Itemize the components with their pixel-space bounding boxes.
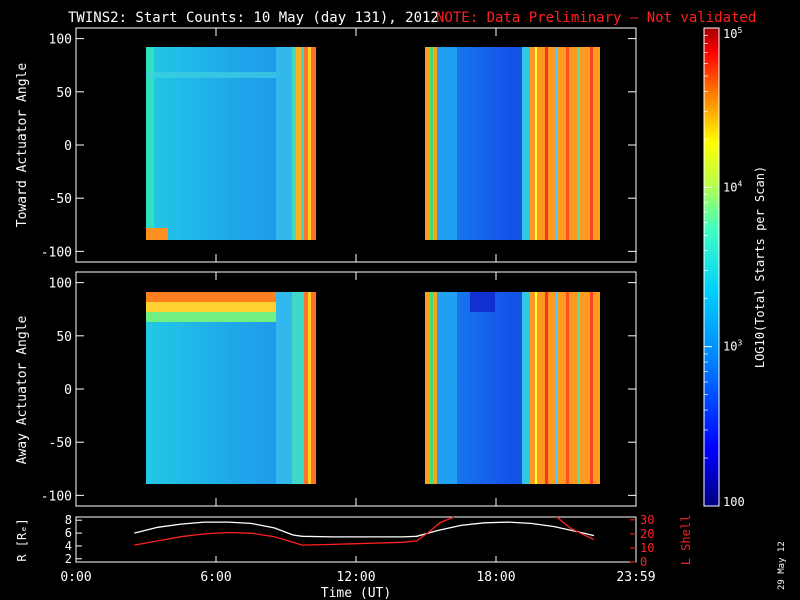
y-tick-label: 0 xyxy=(64,383,72,398)
l-shell-series-line xyxy=(556,516,595,541)
y-ticks: 100 50 0 -50 -100 xyxy=(41,33,636,260)
y-tick-label: 2 xyxy=(65,552,72,566)
x-tick-labels: 0:00 6:00 12:00 18:00 23:59 xyxy=(60,570,655,585)
x-tick-label: 12:00 xyxy=(336,570,375,585)
left-axis-label: R [Rₑ] xyxy=(15,518,29,561)
y-tick-label: 8 xyxy=(65,513,72,527)
x-ticks xyxy=(75,272,637,506)
colorbar-gradient xyxy=(703,27,720,507)
x-tick-label: 6:00 xyxy=(200,570,231,585)
y-tick-label: 50 xyxy=(56,86,72,101)
y-tick-label: 100 xyxy=(49,33,72,48)
y-axis-label: Toward Actuator Angle xyxy=(15,63,30,228)
colorbar: 105 104 103 100 LOG10(Total Starts per Scan… xyxy=(703,26,767,509)
figure-title: TWINS2: Start Counts: 10 May (day 131), … xyxy=(68,10,439,26)
data-block xyxy=(425,292,600,484)
y-tick-label: -100 xyxy=(41,245,72,260)
orbit-lines xyxy=(134,516,595,546)
x-ticks xyxy=(75,28,637,262)
l-shell-series-line xyxy=(134,516,455,546)
y-tick-label: 100 xyxy=(49,277,72,292)
y-tick-label: -50 xyxy=(49,192,72,207)
y-tick-label: 6 xyxy=(65,526,72,540)
colorbar-label: LOG10(Total Starts per Scan) xyxy=(753,166,767,368)
colorbar-tick-label: 103 xyxy=(723,339,742,354)
y-tick-label: 0 xyxy=(64,139,72,154)
data-block xyxy=(146,292,316,484)
right-axis-label: L Shell xyxy=(679,515,693,566)
radius-series-line xyxy=(134,521,595,538)
toward-angle-panel: 100 50 0 -50 -100 Toward Actuator Angle xyxy=(15,27,637,263)
y-tick-label: 0 xyxy=(640,555,647,569)
x-ticks xyxy=(75,556,637,562)
preliminary-note: NOTE: Data Preliminary — Not validated xyxy=(436,10,756,26)
y-tick-label: 4 xyxy=(65,539,72,553)
colorbar-tick-label: 100 xyxy=(723,495,745,509)
y-tick-label: 20 xyxy=(640,527,654,541)
colorbar-ticks: 105 104 103 100 xyxy=(704,26,745,509)
y-tick-label: 50 xyxy=(56,330,72,345)
x-tick-label: 18:00 xyxy=(476,570,515,585)
data-block xyxy=(146,47,316,240)
data-block xyxy=(425,47,600,240)
y-tick-label: -50 xyxy=(49,436,72,451)
x-tick-label: 0:00 xyxy=(60,570,91,585)
x-axis-label: Time (UT) xyxy=(321,586,391,600)
colorbar-tick-label: 104 xyxy=(723,179,742,194)
y-ticks: 100 50 0 -50 -100 xyxy=(41,277,636,504)
x-tick-label: 23:59 xyxy=(616,570,655,585)
y-axis-label: Away Actuator Angle xyxy=(15,315,30,464)
y-tick-label: 10 xyxy=(640,541,654,555)
panel-frame xyxy=(75,516,637,563)
y-tick-label: 30 xyxy=(640,513,654,527)
y-tick-label: -100 xyxy=(41,489,72,504)
date-stamp: 29 May 12 xyxy=(777,541,787,590)
away-angle-panel: 100 50 0 -50 -100 Away Actuator Angle xyxy=(15,271,637,507)
colorbar-tick-label: 105 xyxy=(723,26,742,41)
